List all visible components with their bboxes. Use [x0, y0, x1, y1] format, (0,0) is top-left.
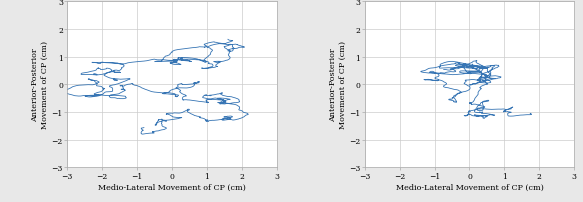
- X-axis label: Medio-Lateral Movement of CP (cm): Medio-Lateral Movement of CP (cm): [395, 183, 543, 190]
- Y-axis label: Anterior-Posterior
Movement of CP (cm): Anterior-Posterior Movement of CP (cm): [329, 41, 346, 129]
- X-axis label: Medio-Lateral Movement of CP (cm): Medio-Lateral Movement of CP (cm): [98, 183, 246, 190]
- Y-axis label: Anterior-Posterior
Movement of CP (cm): Anterior-Posterior Movement of CP (cm): [31, 41, 49, 129]
